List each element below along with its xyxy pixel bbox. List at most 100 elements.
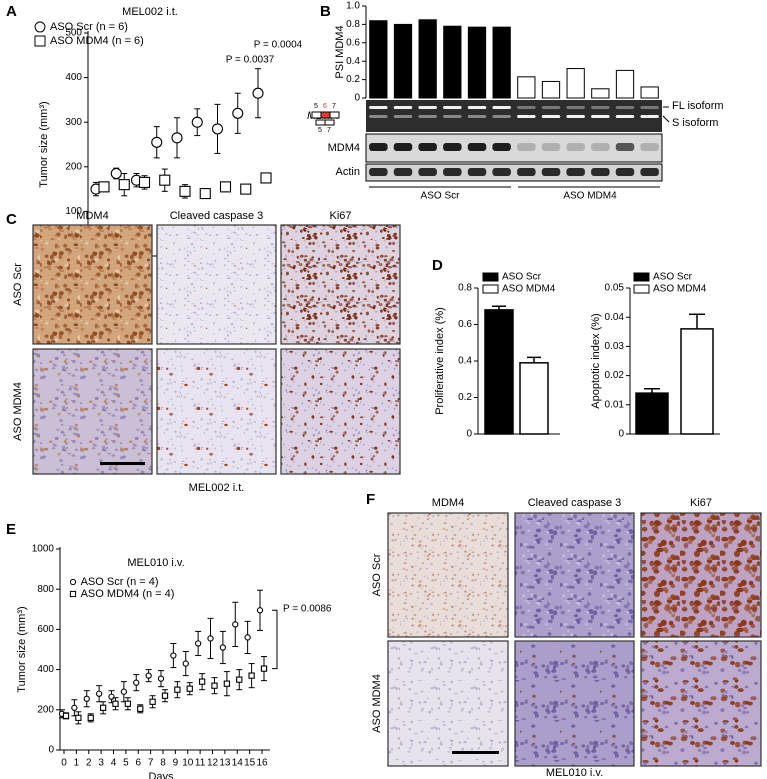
legend-swatch (482, 272, 499, 282)
micrograph (32, 348, 153, 475)
scale-bar (100, 462, 145, 465)
y-tick-label: 0.03 (605, 341, 625, 352)
legend-label: ASO MDM4 (502, 284, 556, 295)
marker (179, 185, 191, 197)
gel-band (443, 106, 462, 109)
gel-band (640, 115, 659, 118)
marker (145, 672, 152, 679)
annotation: P = 0.0004 (254, 40, 303, 51)
marker (244, 634, 251, 641)
marker (71, 704, 78, 711)
y-tick-label: 0.8 (346, 19, 360, 30)
legend-label: ASO Scr (653, 272, 693, 283)
chart-title: MEL002 i.t. (122, 6, 178, 18)
blot-band (517, 143, 536, 151)
x-tick-label: 1 (74, 758, 80, 769)
x-tick-label: 0 (61, 758, 67, 769)
y-tick-label: 0.02 (605, 370, 625, 381)
micrograph (640, 512, 762, 638)
marker (62, 712, 70, 719)
gel-band (443, 115, 462, 118)
y-axis-title: PSI MDM4 (334, 25, 346, 78)
marker (138, 176, 151, 188)
legend-marker (34, 21, 46, 33)
marker (211, 123, 224, 135)
blot-band (369, 168, 388, 176)
isoform-label: FL isoform (672, 100, 724, 112)
chart-title: MEL010 i.v. (127, 557, 184, 569)
legend-marker (69, 590, 77, 598)
y-axis-title: Apoptotic index (%) (590, 313, 602, 408)
x-tick-label: 10 (182, 758, 194, 769)
y-tick-label: 200 (37, 704, 54, 715)
legend-label: ASO MDM4 (653, 284, 707, 295)
exon-number: 5 (314, 103, 318, 110)
gel-band (492, 106, 511, 109)
y-tick-label: 400 (37, 664, 54, 675)
legend-marker (69, 578, 77, 586)
y-tick-label: 600 (37, 624, 54, 635)
blot-band (615, 168, 635, 176)
annotation: P = 0.0037 (226, 55, 275, 66)
marker (151, 136, 163, 148)
bar (517, 76, 536, 99)
exon (320, 111, 331, 119)
micrograph (387, 512, 509, 638)
x-tick-label: 11 (195, 758, 206, 769)
exon (324, 119, 335, 126)
y-tick-label: 100 (65, 206, 82, 217)
row-label: ASO Scr (371, 553, 383, 596)
marker (198, 678, 206, 685)
blot-band (369, 143, 388, 151)
marker (133, 679, 140, 686)
marker (174, 686, 181, 693)
marker (260, 172, 272, 184)
marker (252, 87, 264, 99)
legend-swatch (482, 284, 499, 294)
panel-label: B (320, 3, 331, 20)
y-tick-label: 1.0 (346, 1, 360, 12)
blot-band (640, 168, 659, 176)
y-tick-label: 800 (37, 584, 54, 595)
marker (223, 680, 231, 687)
marker (87, 714, 94, 721)
micrograph (514, 640, 635, 767)
x-tick-label: 8 (160, 758, 166, 769)
legend-label: ASO MDM4 (n = 6) (50, 35, 144, 47)
legend-label: ASO Scr (n = 6) (50, 21, 128, 33)
gel-band (418, 106, 437, 109)
marker (110, 167, 122, 180)
y-tick-label: 400 (65, 72, 82, 83)
blot-band (615, 143, 635, 151)
row-label: ASO Scr (12, 263, 24, 306)
gel-band (393, 115, 413, 118)
y-tick-label: 0.2 (458, 392, 472, 403)
blot-band (541, 168, 561, 176)
marker (149, 698, 156, 705)
marker (219, 644, 227, 651)
x-tick-label: 14 (232, 758, 244, 769)
marker (211, 682, 218, 689)
column-header: Ki67 (690, 497, 712, 509)
caption: MEL002 i.t. (189, 482, 245, 494)
gel-lane-bg (366, 100, 662, 132)
gel-band (591, 115, 610, 118)
y-tick-label: 1000 (32, 544, 55, 555)
marker (232, 621, 239, 628)
blot-band (541, 143, 561, 151)
legend-label: ASO Scr (502, 272, 542, 283)
exon (315, 119, 326, 126)
gel-band (467, 106, 487, 109)
y-tick-label: 0 (48, 745, 54, 756)
gel-band (566, 115, 585, 118)
y-tick-label: 0.6 (458, 319, 472, 330)
x-tick-label: 5 (123, 758, 129, 769)
bar (393, 23, 413, 99)
y-tick-label: 0.2 (346, 74, 360, 85)
group-label: ASO Scr (421, 191, 461, 202)
gel-band (369, 115, 388, 118)
isoform-label: S isoform (672, 117, 718, 129)
bar (369, 20, 388, 99)
